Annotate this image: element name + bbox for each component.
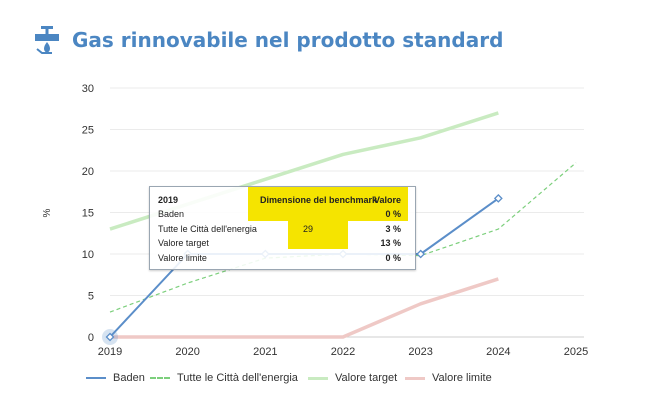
y-axis-label: % bbox=[42, 208, 53, 217]
page-title: Gas rinnovabile nel prodotto standard bbox=[72, 28, 504, 52]
tooltip-row: Valore limite 0 % bbox=[156, 252, 409, 265]
tooltip: 2019 Dimensione del benchmark Valore Bad… bbox=[149, 186, 416, 270]
tooltip-highlight bbox=[248, 187, 408, 221]
y-tick-label: 15 bbox=[82, 208, 94, 220]
y-tick-label: 20 bbox=[82, 166, 94, 178]
legend-item-baden[interactable]: Baden bbox=[86, 370, 145, 386]
x-tick-label: 2019 bbox=[98, 346, 122, 358]
y-tick-label: 5 bbox=[88, 291, 94, 303]
x-axis-ticks: 2019 2020 2021 2022 2023 2024 2025 bbox=[98, 346, 588, 358]
y-axis-ticks: 0 5 10 15 20 25 30 bbox=[82, 83, 94, 344]
tooltip-highlight bbox=[288, 221, 348, 249]
y-tick-label: 25 bbox=[82, 125, 94, 137]
x-tick-label: 2023 bbox=[408, 346, 432, 358]
y-tick-label: 30 bbox=[82, 83, 94, 95]
x-tick-label: 2025 bbox=[564, 346, 588, 358]
legend-label: Tutte le Città dell'energia bbox=[177, 372, 298, 384]
tooltip-row-name: Valore limite bbox=[158, 253, 207, 263]
y-tick-label: 10 bbox=[82, 249, 94, 261]
series-line-1 bbox=[109, 162, 577, 313]
legend-swatch bbox=[86, 377, 106, 379]
tooltip-year: 2019 bbox=[158, 195, 179, 205]
data-point-baden[interactable] bbox=[416, 249, 426, 259]
x-tick-label: 2024 bbox=[486, 346, 510, 358]
y-tick-label: 0 bbox=[88, 332, 94, 344]
legend-item-target[interactable]: Valore target bbox=[308, 370, 397, 386]
tooltip-row: Valore target 13 % bbox=[156, 237, 409, 250]
legend-item-limit[interactable]: Valore limite bbox=[405, 370, 492, 386]
gas-pipe-icon bbox=[35, 26, 59, 54]
tooltip-row-value: 3 % bbox=[385, 224, 401, 234]
x-tick-label: 2020 bbox=[175, 346, 199, 358]
legend-item-all-cities[interactable]: Tutte le Città dell'energia bbox=[150, 370, 298, 386]
title-row: Gas rinnovabile nel prodotto standard bbox=[34, 20, 503, 60]
x-tick-label: 2021 bbox=[253, 346, 277, 358]
tooltip-header: 2019 Dimensione del benchmark Valore bbox=[156, 194, 409, 207]
tooltip-row-bench: 29 bbox=[302, 224, 313, 234]
legend-swatch bbox=[405, 376, 425, 380]
tooltip-bench-header: Dimensione del benchmark bbox=[260, 195, 378, 205]
tooltip-row-value: 13 % bbox=[380, 238, 401, 248]
legend-label: Valore target bbox=[335, 372, 398, 384]
tooltip-row-value: 0 % bbox=[385, 253, 401, 263]
data-point-baden[interactable] bbox=[493, 193, 503, 203]
x-tick-label: 2022 bbox=[331, 346, 355, 358]
tooltip-row-name: Baden bbox=[158, 209, 185, 219]
legend-swatch bbox=[308, 376, 328, 380]
tooltip-row: Baden 0 % bbox=[156, 208, 409, 221]
series-line-3 bbox=[110, 277, 499, 339]
tooltip-row-value: 0 % bbox=[385, 209, 401, 219]
tooltip-value-header: Valore bbox=[373, 195, 401, 205]
tooltip-row-name: Valore target bbox=[158, 238, 209, 248]
legend-label: Baden bbox=[113, 372, 145, 384]
tooltip-row: Tutte le Città dell'energia 29 3 % bbox=[156, 223, 409, 236]
legend-swatch bbox=[150, 377, 170, 379]
legend-label: Valore limite bbox=[432, 372, 492, 384]
data-point-baden[interactable] bbox=[105, 332, 115, 342]
tooltip-row-name: Tutte le Città dell'energia bbox=[158, 224, 257, 234]
